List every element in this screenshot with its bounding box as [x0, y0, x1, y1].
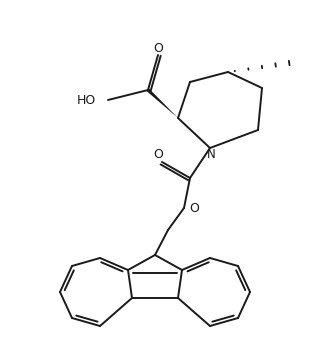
Text: O: O	[153, 148, 163, 162]
Text: HO: HO	[77, 94, 96, 108]
Text: N: N	[207, 147, 215, 161]
Text: O: O	[153, 42, 163, 55]
Polygon shape	[147, 89, 178, 118]
Text: O: O	[189, 202, 199, 216]
